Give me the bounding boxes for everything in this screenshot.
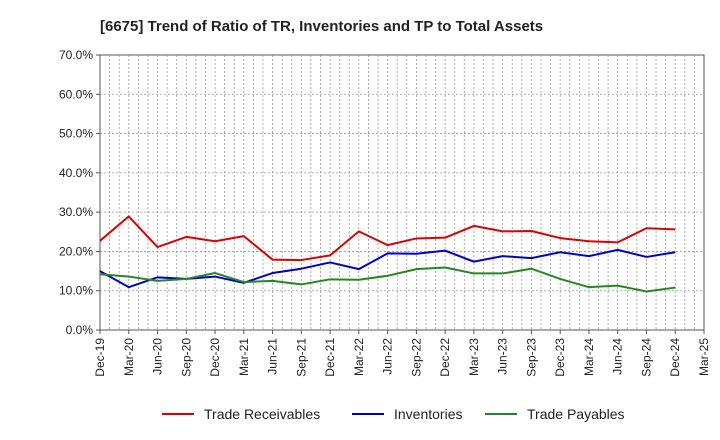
chart-title: [6675] Trend of Ratio of TR, Inventories… [100,18,543,35]
x-tick-label: Jun-20 [151,338,165,375]
x-tick-label: Jun-22 [381,338,395,375]
y-tick-label: 40.0% [59,166,93,180]
x-tick-label: Mar-24 [582,338,596,376]
y-tick-label: 50.0% [59,127,93,141]
legend-label-trade-receivables: Trade Receivables [204,406,320,422]
x-tick-label: Mar-25 [697,338,711,376]
x-tick-label: Mar-21 [237,338,251,376]
x-tick-label: Dec-19 [93,338,107,377]
series-line-trade-payables [99,266,676,293]
x-tick-label: Jun-21 [266,338,280,375]
x-tick-label: Jun-23 [496,338,510,375]
x-tick-label: Dec-24 [668,338,682,377]
y-tick-label: 0.0% [66,323,94,337]
legend-label-inventories: Inventories [394,406,462,422]
y-tick-label: 30.0% [59,205,93,219]
x-axis-ticks: Dec-19 Mar-20 Jun-20 Sep-20 Dec-20 Mar-21 Jun-… [93,330,711,377]
x-tick-label: Sep-20 [179,338,193,377]
x-tick-label: Mar-22 [352,338,366,376]
y-tick-label: 10.0% [59,284,93,298]
plot-area [99,54,705,331]
x-tick-label: Dec-22 [438,338,452,377]
x-tick-label: Sep-23 [524,338,538,377]
x-tick-label: Sep-21 [294,338,308,377]
series-line-trade-receivables [99,215,676,262]
y-tick-label: 60.0% [59,87,93,101]
y-tick-label: 20.0% [59,244,93,258]
series-line-inventories [99,248,676,289]
x-tick-label: Mar-20 [122,338,136,376]
grid [100,55,704,330]
x-tick-label: Sep-24 [639,338,653,377]
legend: Trade Receivables Inventories Trade Payabl… [162,406,625,422]
x-tick-label: Dec-21 [323,338,337,377]
series-lines [99,215,676,293]
x-tick-label: Jun-24 [611,338,625,375]
y-axis-ticks: 0.0% 10.0% 20.0% 30.0% 40.0% 50.0% 60.0% 70.0% [59,48,100,337]
x-tick-label: Dec-23 [553,338,567,377]
x-tick-label: Dec-20 [208,338,222,377]
x-tick-label: Sep-22 [409,338,423,377]
legend-label-trade-payables: Trade Payables [527,406,625,422]
x-tick-label: Mar-23 [467,338,481,376]
y-tick-label: 70.0% [59,48,93,62]
